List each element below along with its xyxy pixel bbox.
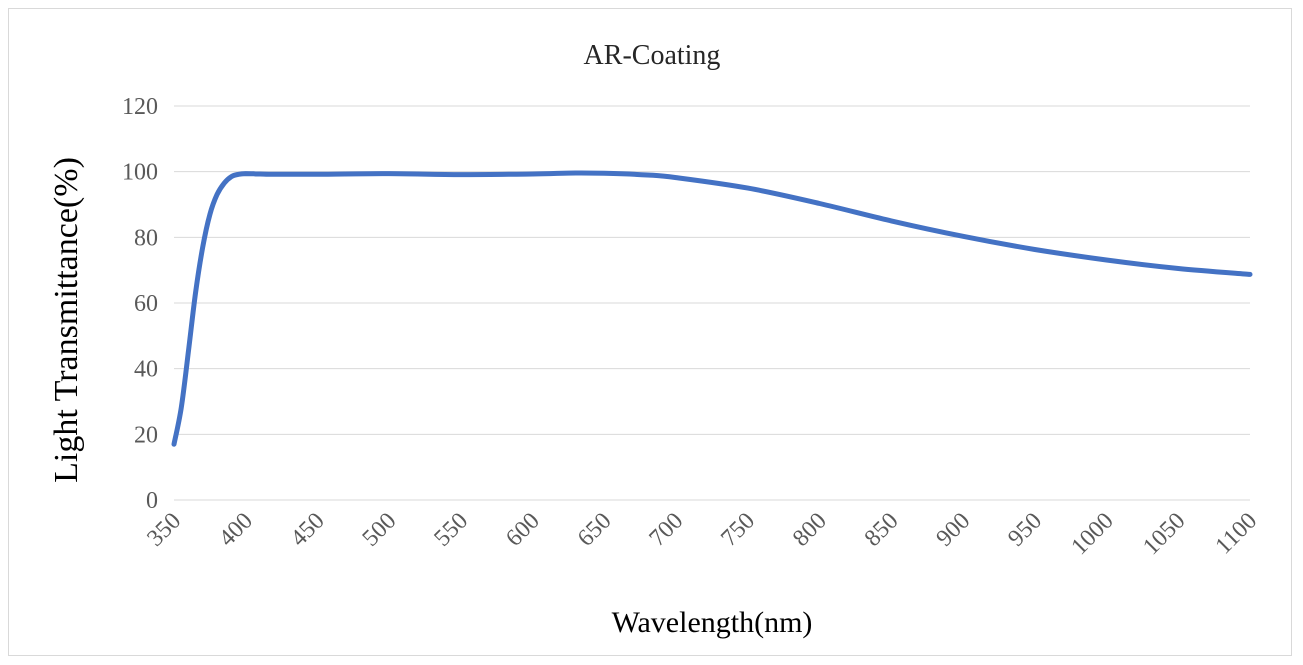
x-tick-label: 1000: [1066, 508, 1118, 560]
x-tick-label: 350: [142, 508, 186, 552]
y-tick-label: 100: [122, 160, 158, 186]
x-tick-label: 450: [286, 508, 330, 552]
x-tick-label: 400: [214, 508, 258, 552]
x-tick-label: 800: [788, 508, 832, 552]
x-tick-label: 550: [429, 508, 473, 552]
y-tick-label: 120: [122, 94, 158, 120]
gridlines: [174, 105, 1250, 501]
x-tick-label: 600: [501, 508, 545, 552]
x-tick-label: 750: [716, 508, 760, 552]
x-tick-label: 1100: [1211, 508, 1263, 560]
x-tick-label: 900: [931, 508, 975, 552]
chart-frame: [8, 8, 1292, 656]
transmittance-line: [171, 170, 1253, 447]
x-tick-label: 650: [573, 508, 617, 552]
y-tick-labels: 0 20 40 60 80 100 120: [122, 94, 158, 514]
x-axis-label: Wavelength(nm): [612, 606, 813, 639]
x-tick-labels: 350 400 450 500 550 600 650 700 750 800 850 900 950 1…: [142, 508, 1262, 560]
y-tick-label: 0: [146, 488, 158, 514]
x-tick-label: 950: [1003, 508, 1047, 552]
y-tick-label: 20: [134, 422, 158, 448]
x-tick-label: 1050: [1138, 508, 1190, 560]
y-tick-label: 80: [134, 225, 158, 251]
chart-title: AR-Coating: [584, 40, 721, 71]
x-tick-label: 850: [860, 508, 904, 552]
y-tick-label: 60: [134, 291, 158, 317]
y-axis-label: Light Transmittance(%): [48, 157, 85, 483]
x-tick-label: 500: [358, 508, 402, 552]
x-tick-label: 700: [645, 508, 689, 552]
y-tick-label: 40: [134, 357, 158, 383]
